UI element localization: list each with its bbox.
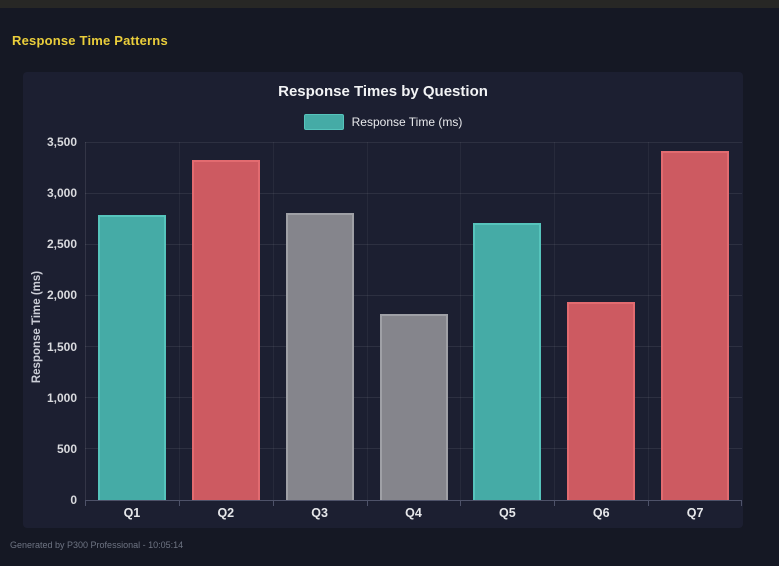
- x-tick-label-q7: Q7: [686, 506, 704, 520]
- x-tick-label-q5: Q5: [499, 506, 516, 520]
- y-tick-label: 3,000: [46, 186, 77, 201]
- plot-area: [85, 141, 742, 506]
- x-axis-tick: [366, 500, 368, 506]
- x-tick-label-q1: Q1: [123, 506, 141, 520]
- x-axis-tick: [554, 500, 556, 506]
- x-axis-tick: [741, 500, 742, 506]
- x-axis-tick-labels: Q1 Q2 Q3 Q4 Q5 Q6 Q7: [85, 506, 742, 526]
- y-axis-tick-labels: 0 500 1,000 1,500 2,000 2,500 3,000 3,500: [23, 135, 77, 507]
- page-title: Response Time Patterns: [12, 33, 168, 48]
- y-tick-label: 500: [56, 441, 77, 456]
- gridline: [85, 141, 742, 143]
- x-axis-tick: [272, 500, 274, 506]
- y-tick-label: 1,500: [46, 339, 77, 354]
- x-axis-tick: [85, 500, 86, 506]
- bar-q7[interactable]: [661, 151, 730, 500]
- x-axis-tick: [460, 500, 462, 506]
- bar-q2[interactable]: [191, 160, 260, 500]
- bar-q3[interactable]: [285, 212, 354, 500]
- bar-q4[interactable]: [379, 313, 448, 500]
- x-axis-tick: [178, 500, 180, 506]
- x-tick-label-q6: Q6: [592, 506, 610, 520]
- gridline-vertical: [178, 142, 180, 500]
- x-tick-label-q4: Q4: [405, 506, 422, 520]
- legend-label: Response Time (ms): [351, 115, 463, 129]
- legend-item-response-time[interactable]: Response Time (ms): [23, 114, 743, 130]
- x-tick-label-q2: Q2: [217, 506, 235, 520]
- bar-q6[interactable]: [567, 301, 636, 500]
- chart-title: Response Times by Question: [278, 83, 488, 100]
- legend-swatch: [303, 114, 344, 130]
- y-axis-line: [85, 142, 86, 500]
- bar-q5[interactable]: [473, 222, 542, 500]
- footer-generated-by: Generated by P300 Professional - 10:05:1…: [10, 540, 184, 550]
- gridline-vertical: [460, 142, 462, 500]
- window-top-bar: [0, 0, 779, 8]
- gridline: [85, 294, 742, 296]
- y-tick-label: 1,000: [46, 390, 77, 405]
- gridline-vertical: [648, 142, 650, 500]
- gridline-vertical: [366, 142, 368, 500]
- bar-q1[interactable]: [97, 214, 166, 500]
- y-tick-label: 2,500: [46, 237, 77, 252]
- gridline-vertical: [554, 142, 556, 500]
- x-tick-label-q3: Q3: [311, 506, 328, 520]
- gridline: [85, 243, 742, 245]
- y-tick-label: 3,500: [46, 135, 77, 149]
- gridline: [85, 192, 742, 194]
- x-axis-tick: [648, 500, 650, 506]
- x-axis-line: [85, 500, 742, 501]
- gridline-vertical: [272, 142, 274, 500]
- y-tick-label: 2,000: [46, 288, 77, 303]
- y-tick-label: 0: [70, 493, 77, 507]
- chart-panel: Response Times by Question Response Time…: [23, 72, 743, 528]
